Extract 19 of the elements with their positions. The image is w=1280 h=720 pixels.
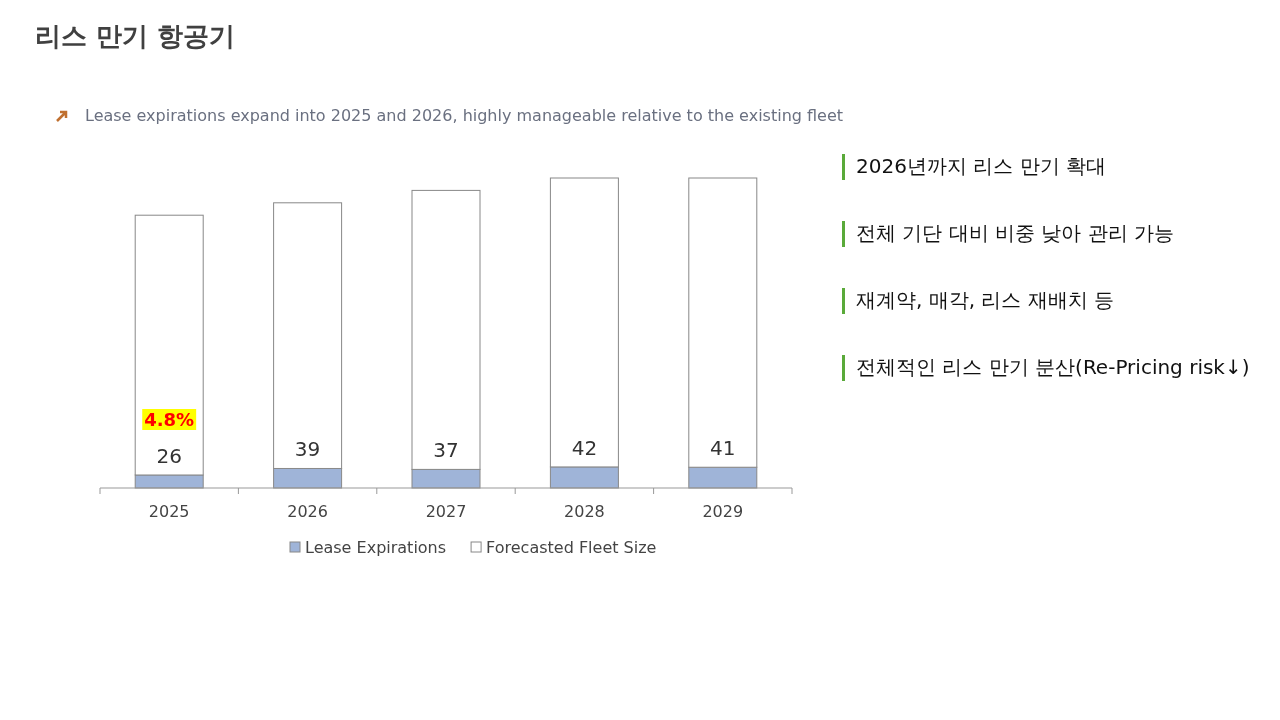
legend-label: Lease Expirations <box>305 538 447 557</box>
x-tick-label: 2025 <box>148 502 190 521</box>
x-tick-label: 2029 <box>702 502 744 521</box>
annotation: 26 <box>156 443 182 468</box>
annotation: 41 <box>710 436 736 461</box>
annotation: 4.8% <box>144 409 195 430</box>
annotation: 37 <box>433 438 459 463</box>
text: 2026년까지 리스 만기 확대 <box>856 154 1106 178</box>
annotation: 42 <box>571 435 598 460</box>
chart-title: 리스 만기 항공기 <box>35 21 236 51</box>
text: 재계약, 매각, 리스 재배치 등 <box>856 288 1115 312</box>
text: 전체적인 리스 만기 분산(Re-Pricing risk↓) <box>856 355 1250 379</box>
annotation: 39 <box>294 437 321 462</box>
legend-label: Forecasted Fleet Size <box>486 538 657 557</box>
x-tick-label: 2027 <box>425 502 467 521</box>
chart-subtitle: Lease expirations expand into 2025 and 2026, highly manageable relative to the existing fleet <box>85 106 844 125</box>
x-tick-label: 2026 <box>287 502 328 521</box>
text: 전체 기단 대비 비중 낮아 관리 가능 <box>856 221 1175 245</box>
x-tick-label: 2028 <box>564 502 605 521</box>
